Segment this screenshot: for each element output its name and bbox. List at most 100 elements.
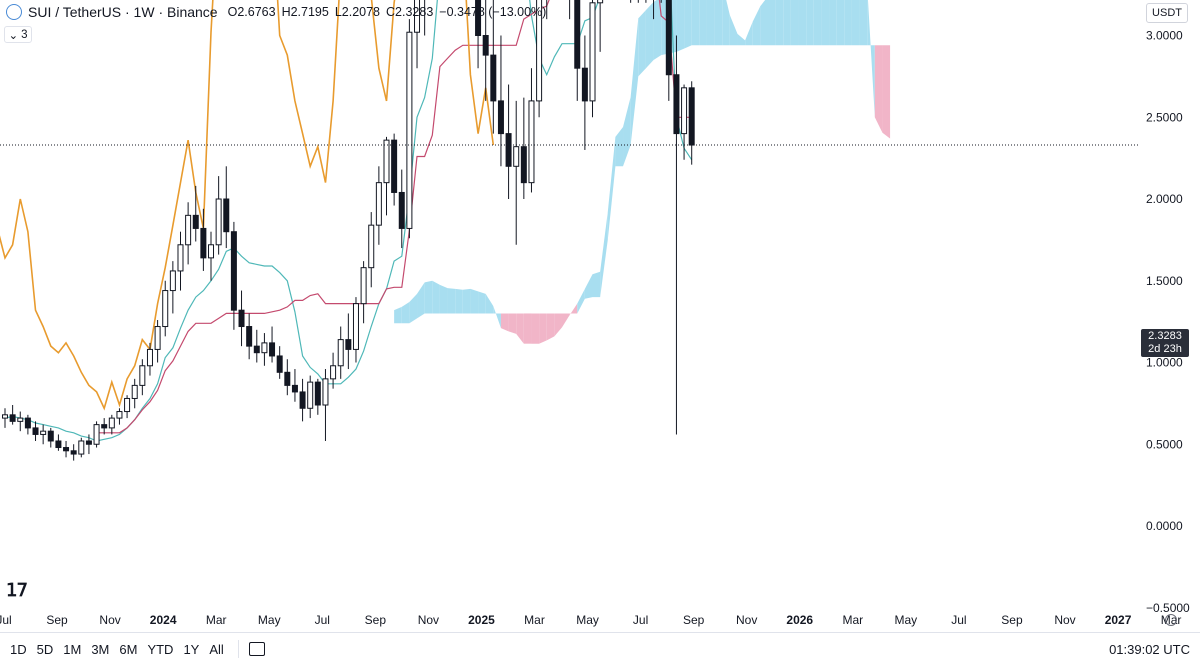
candle-body	[108, 417, 115, 429]
price-axis[interactable]: 6.00005.50005.00004.50004.00003.50003.00…	[1146, 0, 1190, 615]
candle-body	[322, 378, 329, 406]
candle-body	[192, 214, 199, 229]
price-axis-label: 3.0000	[1146, 29, 1183, 43]
candle-body	[665, 0, 672, 76]
candle-body	[238, 309, 245, 328]
time-axis-label: Nov	[1054, 613, 1075, 627]
cloud-segment	[790, 0, 799, 46]
candle-body	[291, 384, 298, 393]
candle-body	[40, 430, 47, 435]
range-6m[interactable]: 6M	[119, 641, 138, 657]
candle-body	[574, 0, 581, 69]
cloud-segment	[706, 0, 715, 46]
candle-body	[253, 345, 260, 354]
cloud-segment	[630, 18, 639, 146]
price-chart[interactable]: 6.00005.50005.00004.50004.00003.50003.00…	[0, 0, 1200, 632]
candle-body	[162, 290, 169, 328]
cloud-segment	[508, 313, 517, 334]
symbol-header: SUI / TetherUS · 1W · Binance O2.6763 H2…	[0, 0, 546, 24]
range-5d[interactable]: 5D	[36, 641, 54, 657]
candle-body	[589, 2, 596, 102]
cloud-segment	[401, 302, 410, 324]
bar-countdown: 2d 23h	[1148, 343, 1182, 355]
cloud-segment	[737, 33, 746, 46]
candle-body	[276, 355, 283, 373]
candle-body	[200, 227, 207, 259]
cloud-segment	[584, 274, 593, 299]
cloud-segment	[798, 0, 807, 46]
candle-body	[154, 326, 161, 350]
ohlc-open: O2.6763	[227, 5, 276, 19]
range-all[interactable]: All	[209, 641, 224, 657]
candlestick-series	[2, 0, 695, 461]
cloud-segment	[623, 96, 631, 167]
candle-body	[482, 35, 489, 56]
cloud-segment	[874, 45, 883, 133]
tradingview-logo-icon[interactable]: 𝟣𝟩	[6, 580, 28, 600]
cloud-segment	[447, 288, 456, 314]
last-price-value: 2.3283	[1148, 330, 1182, 342]
cloud-segment	[569, 303, 578, 316]
range-1m[interactable]: 1M	[63, 641, 82, 657]
range-3m[interactable]: 3M	[91, 641, 110, 657]
gear-icon[interactable]	[1165, 614, 1177, 626]
cloud-segment	[561, 313, 570, 328]
time-axis-label: May	[895, 613, 918, 627]
divider	[237, 640, 239, 658]
cloud-segment	[455, 288, 463, 314]
candle-body	[520, 146, 527, 184]
candle-body	[536, 0, 543, 102]
price-axis-label: −0.5000	[1146, 601, 1190, 615]
candle-body	[330, 365, 337, 380]
ichimoku-cloud	[394, 0, 891, 344]
time-axis-label: Jul	[951, 613, 966, 627]
indicator-count: 3	[21, 28, 28, 41]
cloud-segment	[592, 271, 601, 298]
cloud-segment	[485, 293, 494, 314]
cloud-segment	[722, 0, 730, 46]
cloud-segment	[813, 0, 822, 46]
range-ytd[interactable]: YTD	[147, 641, 174, 657]
cloud-segment	[699, 0, 707, 46]
time-axis-label: May	[258, 613, 281, 627]
cloud-segment	[439, 284, 448, 314]
cloud-segment	[653, 0, 662, 61]
time-axis-label: Nov	[736, 613, 757, 627]
price-axis-label: 2.5000	[1146, 110, 1183, 124]
cloud-segment	[714, 0, 723, 46]
time-axis[interactable]: Jul Sep Nov 2024 Mar May Jul Sep Nov 2025 Mar May Ju…	[0, 613, 1181, 627]
cloud-segment	[859, 0, 868, 46]
candle-body	[688, 87, 695, 146]
currency-selector[interactable]: USDT	[1146, 3, 1188, 23]
tenkan-sen-line	[4, 0, 693, 442]
candle-body	[398, 191, 405, 229]
candle-body	[314, 381, 321, 406]
ohlc-low: L2.2078	[334, 5, 381, 19]
cloud-segment	[775, 0, 784, 46]
kijun-sen-line	[96, 0, 692, 434]
chikou-span-line	[0, 0, 495, 411]
candle-body	[177, 244, 184, 272]
calendar-icon[interactable]	[248, 642, 265, 656]
indicators-toggle-button[interactable]: ⌄ 3	[4, 26, 32, 43]
cloud-segment	[424, 280, 433, 314]
cloud-segment	[806, 0, 814, 46]
range-1y[interactable]: 1Y	[183, 641, 200, 657]
utc-clock[interactable]: 01:39:02 UTC	[1109, 641, 1190, 657]
cloud-segment	[607, 136, 616, 240]
cloud-segment	[531, 313, 540, 344]
candle-body	[146, 348, 153, 367]
candle-body	[24, 417, 31, 429]
range-1d[interactable]: 1D	[10, 641, 27, 657]
candle-body	[215, 198, 222, 246]
time-axis-label: Sep	[1001, 613, 1023, 627]
candle-body	[116, 411, 123, 419]
cloud-segment	[760, 0, 768, 46]
candle-body	[2, 414, 8, 419]
time-axis-label: 2025	[468, 613, 495, 627]
cloud-segment	[470, 288, 479, 314]
candle-body	[78, 440, 85, 455]
symbol-title[interactable]: SUI / TetherUS · 1W · Binance	[28, 4, 218, 20]
time-axis-label: May	[576, 613, 599, 627]
bottom-toolbar: 1D 5D 1M 3M 6M YTD 1Y All 01:39:02 UTC	[0, 632, 1200, 665]
